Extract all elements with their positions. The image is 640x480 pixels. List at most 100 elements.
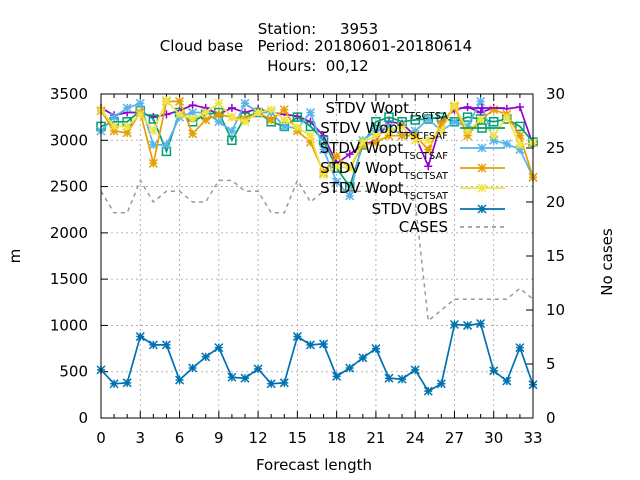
- data-point: [332, 151, 342, 161]
- y2-tick-label: 5: [546, 355, 556, 373]
- legend-label-subscript: S: [429, 191, 436, 202]
- legend-label-subscript: F: [423, 131, 429, 142]
- x-tick-label: 24: [406, 429, 425, 447]
- data-point: [515, 140, 525, 150]
- legend-label-subscript: A: [436, 191, 443, 202]
- data-point: [109, 379, 119, 389]
- plot-border: [100, 93, 534, 419]
- data-point: [371, 126, 381, 136]
- data-point: [502, 139, 512, 149]
- data-point: [188, 129, 198, 139]
- data-point: [463, 131, 473, 141]
- legend-label-main: STDV Wopt: [320, 179, 404, 197]
- legend-label-subscript: T: [428, 111, 436, 122]
- legend-swatch-marker: [477, 123, 487, 133]
- data-point: [122, 103, 132, 113]
- data-point: [148, 140, 158, 150]
- data-point: [319, 339, 329, 349]
- data-point: [253, 364, 263, 374]
- data-point: [515, 102, 524, 111]
- data-point: [214, 343, 224, 353]
- data-point: [515, 343, 525, 353]
- data-point: [463, 320, 473, 330]
- legend-label-subscript: A: [441, 111, 448, 122]
- data-point: [109, 126, 119, 136]
- data-point: [201, 352, 211, 362]
- data-point: [135, 332, 145, 342]
- y2-axis-label: No cases: [598, 228, 616, 296]
- data-point: [253, 107, 263, 118]
- data-point: [161, 95, 171, 106]
- data-point: [266, 105, 276, 115]
- y2-tick-label: 25: [546, 139, 565, 157]
- data-point: [201, 107, 211, 118]
- legend-label: CASES: [399, 218, 448, 236]
- x-tick-label: 3: [135, 429, 145, 447]
- data-point: [476, 319, 486, 329]
- legend-swatch-marker: [477, 204, 487, 214]
- y2-tick-label: 20: [546, 193, 565, 211]
- data-point: [148, 114, 159, 124]
- data-point: [148, 340, 158, 350]
- legend-label-subscript: T: [422, 171, 430, 182]
- legend-label-subscript: S: [410, 191, 416, 202]
- data-point: [279, 105, 289, 115]
- data-point: [449, 100, 459, 110]
- data-point: [345, 363, 355, 373]
- data-point: [161, 140, 171, 150]
- data-point: [423, 145, 433, 155]
- x-tick-label: 21: [366, 429, 385, 447]
- y-tick-label: 1000: [50, 316, 88, 334]
- data-point: [227, 103, 236, 112]
- legend-label-subscript: T: [403, 191, 411, 202]
- data-point: [371, 344, 381, 354]
- data-point: [319, 145, 329, 155]
- legend-label-subscript: S: [435, 111, 442, 122]
- data-point: [358, 353, 368, 363]
- legend-label-subscript: T: [441, 171, 449, 182]
- y-tick-label: 2000: [50, 224, 88, 242]
- data-point: [410, 365, 420, 375]
- data-point: [463, 102, 472, 111]
- data-point: [423, 114, 433, 124]
- x-axis-label: Forecast length: [256, 456, 372, 474]
- y-tick-label: 1500: [50, 270, 88, 288]
- data-point: [332, 371, 342, 381]
- data-point: [305, 137, 315, 147]
- axis-ticks: 0 3 6 9 12 15 18 21 24 27 30 3305001000150020002500…: [50, 85, 565, 447]
- data-point: [436, 379, 446, 389]
- data-point: [332, 177, 342, 187]
- data-point: [214, 98, 224, 108]
- data-point: [292, 122, 302, 132]
- data-point: [345, 150, 354, 159]
- legend-label-subscript: C: [416, 191, 423, 202]
- legend-swatch-marker: [477, 163, 487, 173]
- legend-label-subscript: T: [422, 151, 430, 162]
- data-point: [240, 117, 250, 127]
- data-point: [384, 373, 394, 383]
- data-point: [292, 332, 302, 342]
- data-point: [397, 121, 407, 131]
- legend-label-subscript: C: [422, 111, 429, 122]
- legend-label-subscript: C: [416, 171, 423, 182]
- data-point: [488, 117, 499, 127]
- series-5: [96, 319, 538, 396]
- data-point: [371, 117, 381, 127]
- data-point: [502, 112, 512, 122]
- legend-label-subscript: T: [403, 131, 411, 142]
- data-point: [423, 386, 433, 396]
- data-point: [397, 131, 407, 141]
- data-point: [410, 115, 420, 125]
- series-4: [96, 95, 538, 180]
- title-line-2: Cloud base Period: 20180601-20180614: [160, 37, 472, 55]
- legend-label: STDV WoptTSCTSAF: [320, 139, 449, 162]
- x-tick-label: 12: [249, 429, 268, 447]
- legend-label-main: STDV Wopt: [320, 139, 404, 157]
- x-tick-label: 30: [484, 429, 503, 447]
- series-line: [100, 178, 534, 323]
- legend-label: STDV WoptTSCTSA: [326, 99, 449, 122]
- y-tick-label: 2500: [50, 178, 88, 196]
- legend-label-subscript: S: [409, 151, 415, 162]
- data-point: [489, 135, 499, 145]
